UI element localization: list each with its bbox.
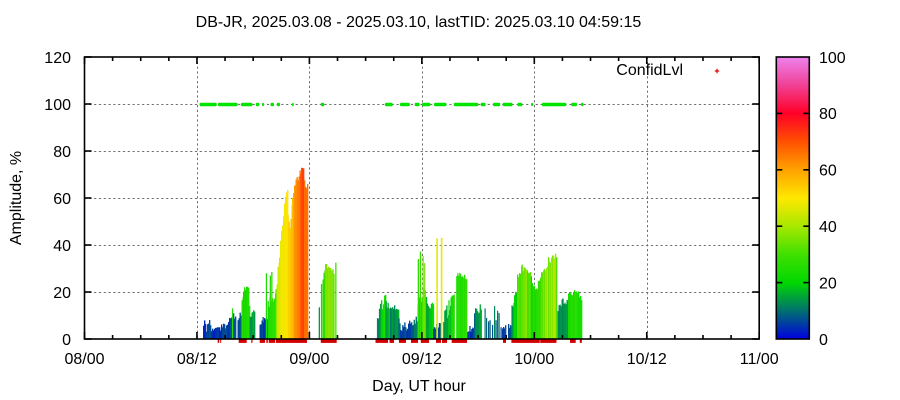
- svg-text:Day, UT hour: Day, UT hour: [372, 378, 466, 395]
- svg-text:DB-JR, 2025.03.08 - 2025.03.10: DB-JR, 2025.03.08 - 2025.03.10, lastTID:…: [196, 14, 642, 31]
- svg-text:08/00: 08/00: [64, 351, 104, 368]
- svg-text:10/12: 10/12: [627, 351, 667, 368]
- svg-text:60: 60: [819, 163, 837, 180]
- svg-text:0: 0: [62, 332, 71, 349]
- svg-text:80: 80: [53, 144, 71, 161]
- svg-text:100: 100: [44, 97, 71, 114]
- svg-text:09/12: 09/12: [402, 351, 442, 368]
- svg-text:0: 0: [819, 332, 828, 349]
- svg-text:ConfidLvl: ConfidLvl: [616, 62, 683, 79]
- svg-text:80: 80: [819, 106, 837, 123]
- svg-text:40: 40: [819, 219, 837, 236]
- svg-text:120: 120: [44, 50, 71, 67]
- svg-text:60: 60: [53, 191, 71, 208]
- svg-text:09/00: 09/00: [289, 351, 329, 368]
- svg-text:20: 20: [819, 275, 837, 292]
- svg-text:Amplitude, %: Amplitude, %: [8, 151, 25, 245]
- svg-text:20: 20: [53, 285, 71, 302]
- svg-text:08/12: 08/12: [177, 351, 217, 368]
- svg-text:100: 100: [819, 50, 846, 67]
- svg-text:40: 40: [53, 238, 71, 255]
- svg-text:11/00: 11/00: [740, 351, 779, 368]
- svg-text:10/00: 10/00: [514, 351, 554, 368]
